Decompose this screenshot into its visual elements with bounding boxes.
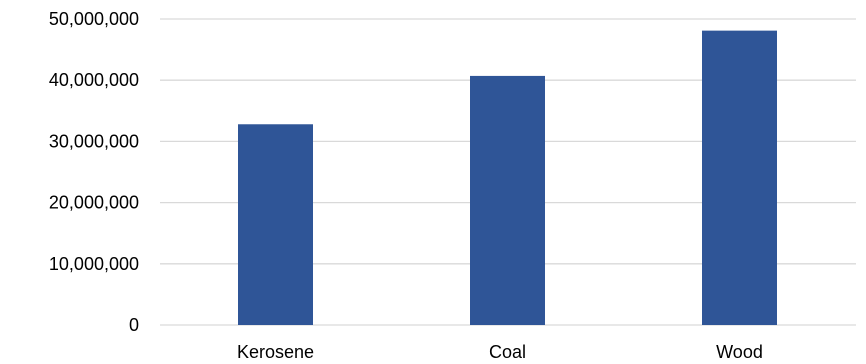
x-tick-label-wood: Wood bbox=[716, 342, 763, 362]
bars bbox=[238, 30, 777, 326]
y-tick-label: 40,000,000 bbox=[49, 70, 139, 90]
y-tick-label: 20,000,000 bbox=[49, 193, 139, 213]
y-tick-label: 0 bbox=[129, 315, 139, 335]
bar-wood bbox=[702, 30, 777, 326]
y-axis-tick-labels: 0 10,000,000 20,000,000 30,000,000 40,000,00… bbox=[49, 9, 139, 335]
x-axis-tick-labels: Kerosene Coal Wood bbox=[237, 342, 763, 362]
y-tick-label: 50,000,000 bbox=[49, 9, 139, 29]
y-tick-label: 10,000,000 bbox=[49, 254, 139, 274]
y-tick-label: 30,000,000 bbox=[49, 131, 139, 151]
bar-coal bbox=[470, 75, 545, 325]
x-tick-label-coal: Coal bbox=[489, 342, 526, 362]
bar-kerosene bbox=[238, 124, 313, 325]
x-tick-label-kerosene: Kerosene bbox=[237, 342, 314, 362]
